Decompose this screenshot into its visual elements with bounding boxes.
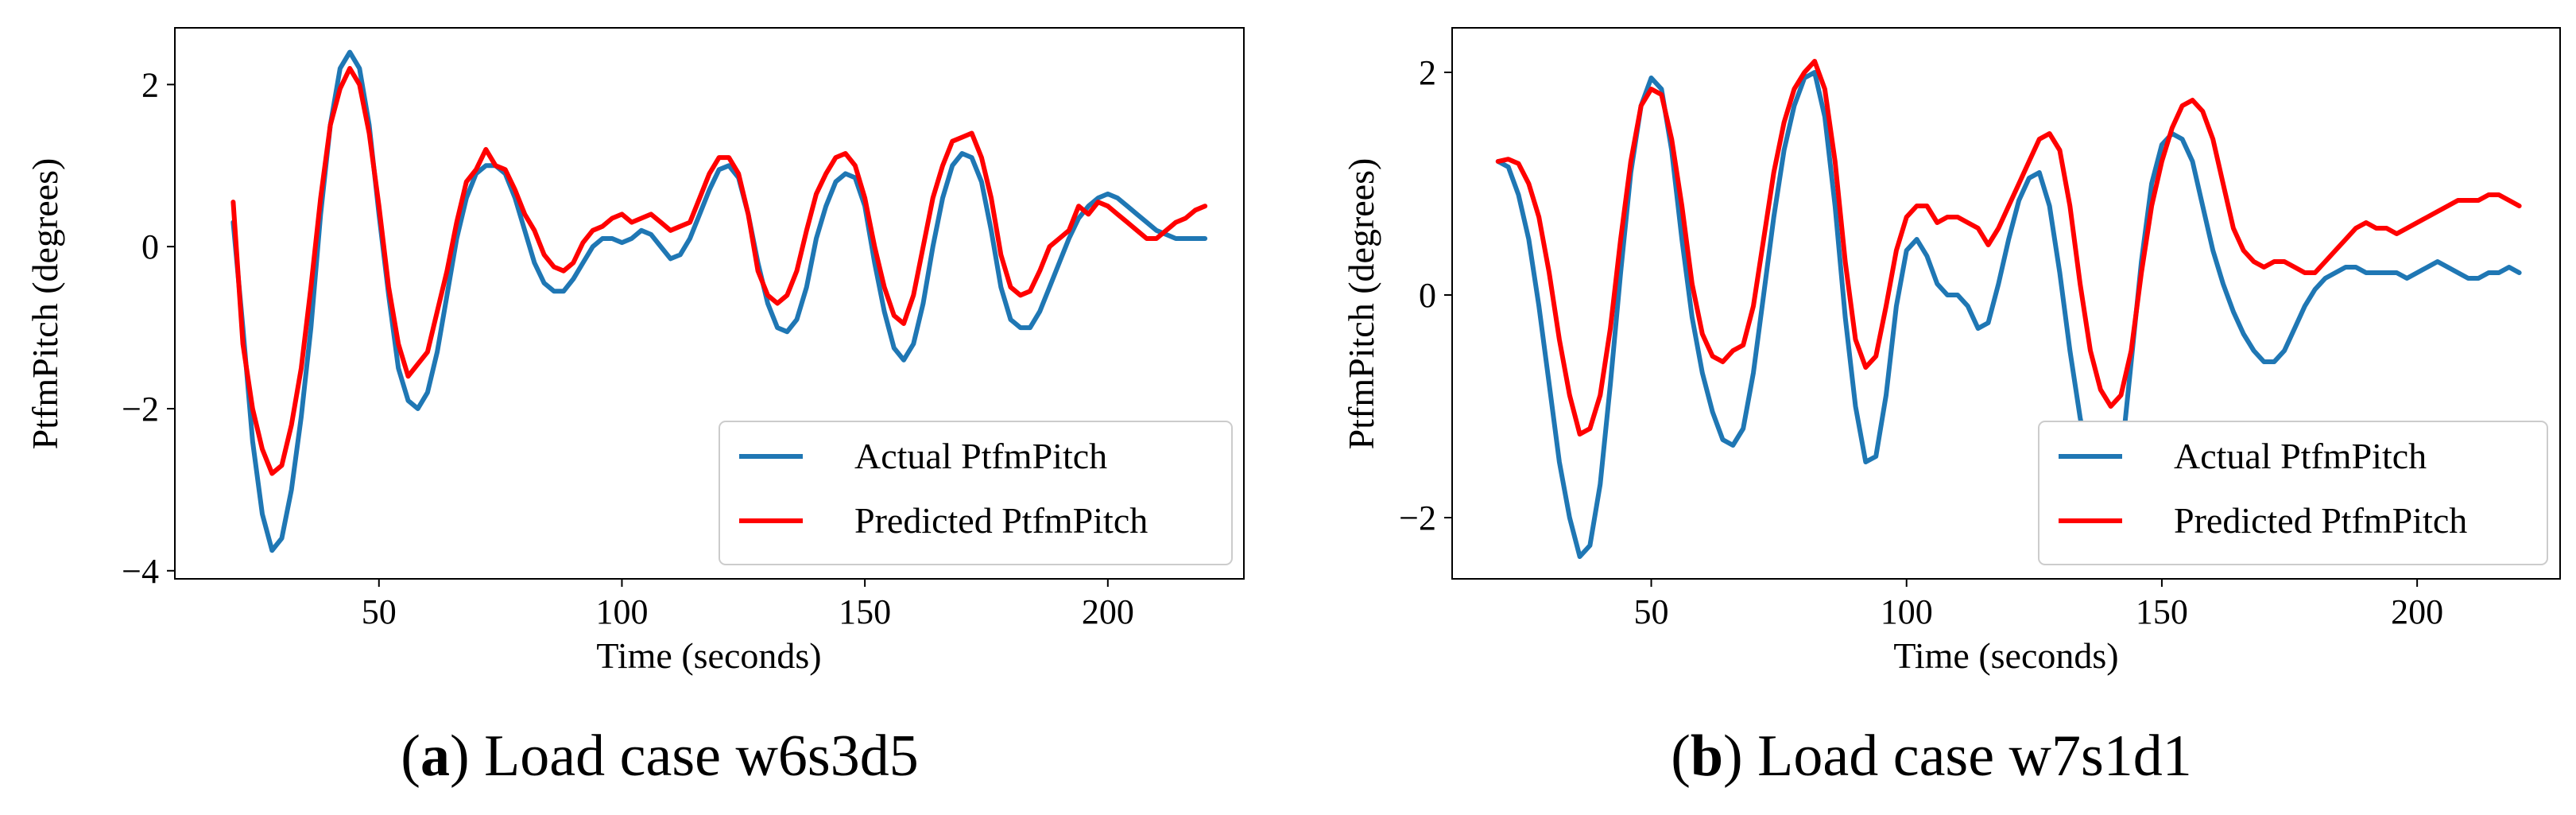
x-tick-label: 50 — [1634, 592, 1669, 631]
x-tick-label: 150 — [2136, 592, 2188, 631]
plot-frame — [174, 27, 1245, 580]
caption-text: Load case w6s3d5 — [470, 724, 919, 789]
y-tick-label: 2 — [1419, 53, 1436, 92]
caption-label: a — [420, 724, 450, 789]
x-tick-label: 200 — [1082, 592, 1134, 631]
series-layer — [1495, 59, 2522, 559]
caption-text: Load case w7s1d1 — [1743, 724, 2192, 789]
caption-paren-open: ( — [1671, 724, 1691, 789]
y-axis: −2 0 2 — [1399, 53, 1452, 538]
y-tick-label: −4 — [122, 552, 159, 591]
x-tick-label: 100 — [595, 592, 648, 631]
legend: Actual PtfmPitch Predicted PtfmPitch — [719, 421, 1233, 565]
x-tick-label: 100 — [1881, 592, 1933, 631]
caption-paren-close: ) — [1723, 724, 1743, 789]
caption-b: (b) Load case w7s1d1 — [1671, 724, 2192, 789]
legend-box — [2038, 421, 2548, 565]
series-line-predicted — [1495, 59, 2522, 437]
y-axis-label: PtfmPitch (degrees) — [1341, 158, 1381, 450]
caption-a: (a) Load case w6s3d5 — [401, 724, 918, 789]
y-tick-label: 0 — [1419, 276, 1436, 315]
legend-label-predicted: Predicted PtfmPitch — [854, 500, 1148, 541]
caption-paren-open: ( — [401, 724, 420, 789]
legend-label-actual: Actual PtfmPitch — [2174, 436, 2427, 476]
x-tick-label: 150 — [839, 592, 891, 631]
legend-label-predicted: Predicted PtfmPitch — [2174, 500, 2467, 541]
legend-label-actual: Actual PtfmPitch — [854, 436, 1107, 476]
y-tick-label: 2 — [141, 65, 159, 104]
x-axis: 50 100 150 200 — [362, 579, 1134, 631]
y-axis: −4 −2 0 2 — [122, 65, 175, 591]
legend-box — [719, 421, 1233, 565]
chart-panel-a: 50 100 150 200 −4 −2 0 2 Time (seconds) PtfmPi… — [25, 27, 1245, 789]
y-tick-label: −2 — [122, 390, 159, 429]
caption-paren-close: ) — [450, 724, 470, 789]
plot-frame — [1451, 27, 2561, 580]
caption-label: b — [1691, 724, 1723, 789]
y-axis-label: PtfmPitch (degrees) — [25, 158, 65, 450]
x-axis: 50 100 150 200 — [1634, 579, 2443, 631]
x-axis-label: Time (seconds) — [1893, 635, 2118, 676]
series-line-actual — [230, 49, 1208, 553]
y-tick-label: 0 — [141, 227, 159, 266]
legend: Actual PtfmPitch Predicted PtfmPitch — [2038, 421, 2548, 565]
x-axis-label: Time (seconds) — [596, 635, 821, 676]
series-layer — [230, 49, 1208, 553]
x-tick-label: 200 — [2391, 592, 2443, 631]
y-tick-label: −2 — [1399, 499, 1436, 538]
series-line-predicted — [230, 66, 1208, 476]
chart-panel-b: 50 100 150 200 −2 0 2 Time (seconds) PtfmPitc… — [1341, 27, 2561, 789]
x-tick-label: 50 — [362, 592, 397, 631]
